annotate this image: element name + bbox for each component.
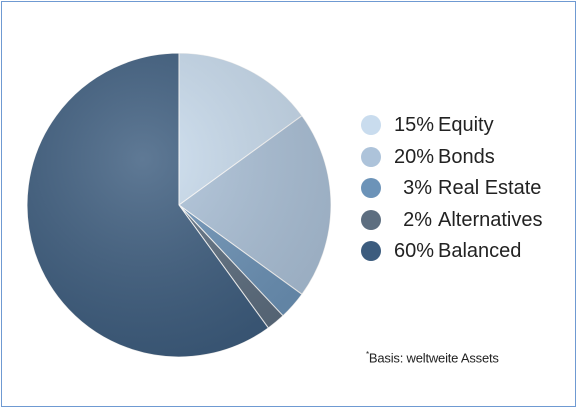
legend-label-real-estate: Real Estate: [438, 177, 542, 199]
legend: 15% Equity 20% Bonds 3% Real Estate 2% A…: [358, 110, 573, 268]
legend-swatch-real-estate: [361, 178, 381, 198]
legend-swatch-bonds: [361, 146, 381, 167]
legend-item-real-estate: 3% Real Estate: [358, 173, 573, 205]
legend-item-alternatives: 2% Alternatives: [358, 205, 573, 237]
legend-pct-alternatives: 2%: [403, 208, 432, 231]
legend-label-equity: Equity: [438, 114, 494, 136]
legend-swatch-equity: [361, 115, 381, 135]
legend-label-balanced: Balanced: [438, 240, 522, 262]
footnote: *Basis: weltweite Assets: [366, 350, 499, 365]
legend-swatch-alternatives: [361, 209, 381, 230]
legend-pct-real-estate: 3%: [403, 177, 432, 199]
legend-pct-balanced: 60%: [394, 240, 435, 262]
legend-item-bonds: 20% Bonds: [358, 142, 573, 174]
legend-pct-bonds: 20%: [394, 145, 435, 168]
footnote-text: Basis: weltweite Assets: [368, 350, 499, 366]
legend-pct-equity: 15%: [394, 114, 435, 136]
legend-swatch-balanced: [361, 241, 381, 261]
legend-item-balanced: 60% Balanced: [358, 236, 573, 268]
legend-label-alternatives: Alternatives: [438, 208, 543, 231]
legend-label-bonds: Bonds: [438, 145, 495, 168]
legend-item-equity: 15% Equity: [358, 110, 573, 142]
footnote-marker: *: [366, 350, 369, 359]
